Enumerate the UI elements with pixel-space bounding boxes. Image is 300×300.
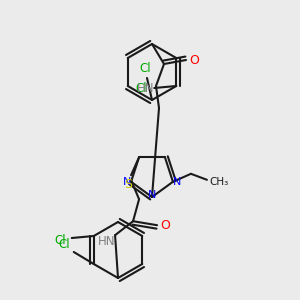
Text: Cl: Cl [54,233,66,247]
Text: Cl: Cl [139,62,151,76]
Text: N: N [173,177,181,187]
Text: Cl: Cl [58,238,70,251]
Text: N: N [123,177,131,187]
Text: N: N [148,190,156,200]
Text: Cl: Cl [135,82,147,94]
Text: HN: HN [137,82,155,95]
Text: CH₃: CH₃ [209,177,229,187]
Text: O: O [160,219,170,232]
Text: O: O [189,53,199,67]
Text: S: S [124,178,132,191]
Text: HN: HN [98,235,116,248]
